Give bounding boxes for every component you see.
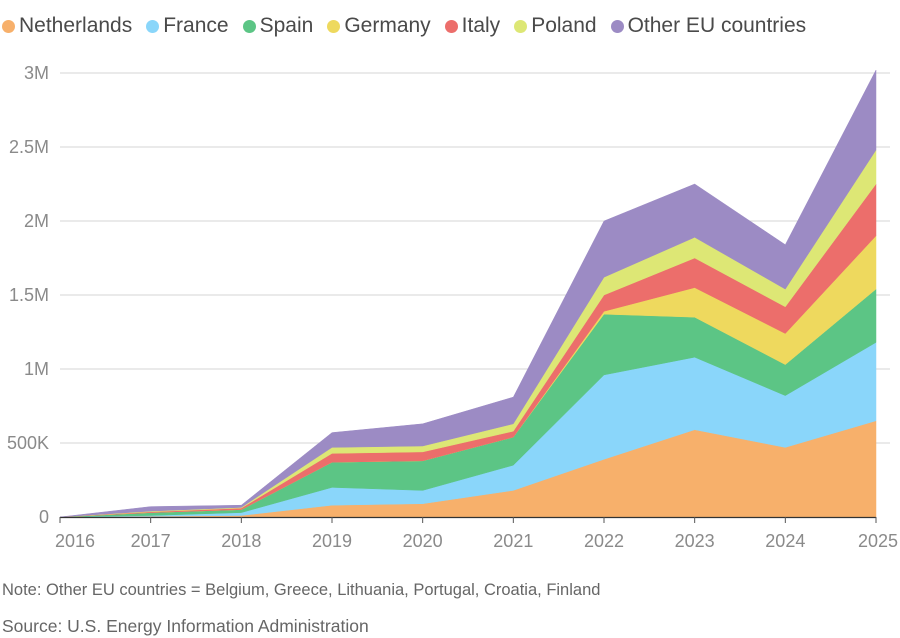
x-tick-label-2017: 2017 — [131, 531, 171, 551]
x-tick-label-2016: 2016 — [55, 531, 95, 551]
legend-label-italy: Italy — [461, 14, 501, 37]
x-tick-label-2024: 2024 — [765, 531, 805, 551]
y-tick-label-3m: 3M — [24, 63, 49, 83]
y-tick-label-1-5m: 1.5M — [9, 285, 49, 305]
y-tick-label-500k: 500K — [7, 433, 49, 453]
chart-legend: Netherlands France Spain Germany Italy Poland… — [2, 14, 898, 38]
legend-label-germany: Germany — [344, 14, 431, 37]
legend-swatch-spain — [242, 19, 256, 33]
x-tick-label-2022: 2022 — [584, 531, 624, 551]
x-tick-label-2018: 2018 — [221, 531, 261, 551]
area-other-eu-countries — [59, 69, 877, 518]
y-tick-label-0: 0 — [39, 507, 49, 527]
legend-swatch-other-eu-countries — [610, 19, 624, 33]
y-tick-label-2-5m: 2.5M — [9, 137, 49, 157]
legend-swatch-netherlands — [2, 19, 15, 33]
legend-swatch-france — [146, 19, 160, 33]
legend-item-france: France — [146, 14, 229, 38]
y-tick-label-1m: 1M — [24, 359, 49, 379]
legend-label-spain: Spain — [259, 14, 314, 37]
y-tick-label-2m: 2M — [24, 211, 49, 231]
x-tick-label-2019: 2019 — [312, 531, 352, 551]
legend-item-germany: Germany — [327, 14, 431, 38]
legend-label-france: France — [163, 14, 229, 37]
x-tick-label-2025: 2025 — [858, 531, 898, 551]
stacked-area-chart: 0 500K 1M 1.5M 2M 2.5M 3M 2016 2017 2018 2019 2020 2… — [7, 63, 898, 551]
legend-item-spain: Spain — [242, 14, 314, 38]
legend-swatch-germany — [327, 19, 341, 33]
chart-source: Source: U.S. Energy Information Administ… — [2, 616, 369, 636]
legend-swatch-italy — [444, 19, 458, 33]
legend-item-italy: Italy — [444, 14, 501, 38]
legend-label-poland: Poland — [531, 14, 597, 37]
legend-item-netherlands: Netherlands — [2, 14, 132, 38]
legend-swatch-poland — [514, 19, 528, 33]
legend-label-other-eu-countries: Other EU countries — [627, 14, 807, 37]
legend-label-netherlands: Netherlands — [19, 14, 133, 37]
chart-note: Note: Other EU countries = Belgium, Gree… — [2, 581, 601, 599]
legend-item-poland: Poland — [514, 14, 597, 38]
x-tick-label-2020: 2020 — [403, 531, 443, 551]
x-tick-label-2023: 2023 — [675, 531, 715, 551]
legend-item-other-eu-countries: Other EU countries — [610, 14, 807, 38]
x-tick-label-2021: 2021 — [493, 531, 533, 551]
